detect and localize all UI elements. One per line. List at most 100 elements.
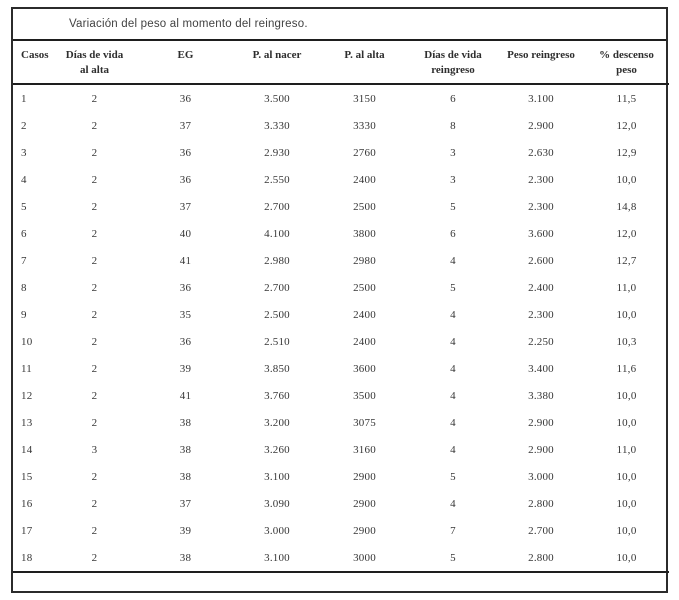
table-row: 1 2 36 3.500 3150 6 3.100 11,5 bbox=[13, 84, 669, 112]
table-cell: 38 bbox=[179, 416, 192, 429]
table-cell: 11,6 bbox=[616, 362, 637, 375]
column-header: Peso reingreso bbox=[498, 41, 584, 85]
table-cell: 5 bbox=[21, 200, 27, 213]
table-cell: 2.250 bbox=[528, 335, 554, 348]
table-cell: 4 bbox=[450, 362, 456, 375]
table-cell: 16 bbox=[21, 497, 33, 510]
table-cell: 12,0 bbox=[616, 119, 637, 132]
table-cell: 2.300 bbox=[528, 173, 554, 186]
table-cell: 10 bbox=[21, 335, 33, 348]
table-cell: 2 bbox=[91, 200, 98, 213]
table-cell: 3.100 bbox=[528, 92, 554, 105]
table-cell: 2 bbox=[51, 544, 138, 573]
table-cell: 3 bbox=[91, 443, 98, 456]
table-cell: 2.400 bbox=[528, 281, 554, 294]
table-cell: 36 bbox=[179, 335, 192, 348]
table-cell: 2 bbox=[91, 173, 98, 186]
column-header: P. al alta bbox=[321, 41, 408, 85]
table-cell: 38 bbox=[179, 470, 192, 483]
table-cell: 2.980 bbox=[264, 254, 290, 267]
column-header: Casos bbox=[13, 41, 51, 85]
table-cell: 2 bbox=[91, 281, 98, 294]
table-cell: 36 bbox=[179, 173, 192, 186]
table-cell: 2.700 bbox=[264, 281, 290, 294]
table-cell: 2.630 bbox=[528, 146, 554, 159]
table-cell: 12 bbox=[21, 389, 33, 402]
table-frame: Variación del peso al momento del reingr… bbox=[11, 7, 669, 593]
table-cell: 3.330 bbox=[264, 119, 290, 132]
table-cell: 2 bbox=[91, 308, 98, 321]
table-cell: 3.200 bbox=[264, 416, 290, 429]
table-title: Variación del peso al momento del reingr… bbox=[13, 9, 666, 41]
table-cell: 2760 bbox=[353, 146, 376, 159]
table-cell: 3600 bbox=[353, 362, 376, 375]
table-cell: 6 bbox=[450, 227, 456, 240]
table-cell: 3.600 bbox=[528, 227, 554, 240]
table-cell: 5 bbox=[450, 470, 456, 483]
table-row: 2 2 37 3.330 3330 8 2.900 12,0 bbox=[13, 112, 669, 139]
table-cell: 10,0 bbox=[616, 416, 637, 429]
table-cell: 3 bbox=[450, 173, 456, 186]
table-cell: 2.900 bbox=[528, 443, 554, 456]
table-cell: 2.600 bbox=[528, 254, 554, 267]
table-cell: 3330 bbox=[353, 119, 376, 132]
table-cell: 1 bbox=[21, 92, 27, 105]
table-cell: 7 bbox=[450, 524, 456, 537]
table-row: 13 2 38 3.200 3075 4 2.900 10,0 bbox=[13, 409, 669, 436]
table-cell: 13 bbox=[21, 416, 33, 429]
table-cell: 14 bbox=[21, 443, 33, 456]
table-row: 17 2 39 3.000 2900 7 2.700 10,0 bbox=[13, 517, 669, 544]
table-cell: 2400 bbox=[353, 335, 376, 348]
table-row: 14 3 38 3.260 3160 4 2.900 11,0 bbox=[13, 436, 669, 463]
data-table: Casos Días de vida al alta EG P. al nacer P.… bbox=[13, 41, 669, 573]
table-cell: 5 bbox=[408, 544, 498, 573]
table-row: 9 2 35 2.500 2400 4 2.300 10,0 bbox=[13, 301, 669, 328]
table-cell: 2.900 bbox=[528, 416, 554, 429]
table-cell: 36 bbox=[179, 92, 192, 105]
table-row: 15 2 38 3.100 2900 5 3.000 10,0 bbox=[13, 463, 669, 490]
table-row: 11 2 39 3.850 3600 4 3.400 11,6 bbox=[13, 355, 669, 382]
table-cell: 6 bbox=[21, 227, 27, 240]
table-cell: 4 bbox=[450, 416, 456, 429]
table-cell: 2 bbox=[91, 362, 98, 375]
table-cell: 3 bbox=[21, 146, 27, 159]
table-cell: 37 bbox=[179, 200, 192, 213]
table-cell: 2 bbox=[21, 119, 27, 132]
table-cell: 8 bbox=[21, 281, 27, 294]
header-row: Casos Días de vida al alta EG P. al nacer P.… bbox=[13, 41, 669, 85]
table-cell: 2.300 bbox=[528, 200, 554, 213]
table-cell: 2500 bbox=[353, 200, 376, 213]
table-row: 7 2 41 2.980 2980 4 2.600 12,7 bbox=[13, 247, 669, 274]
table-cell: 2.510 bbox=[264, 335, 290, 348]
table-cell: 38 bbox=[179, 443, 192, 456]
table-row: 10 2 36 2.510 2400 4 2.250 10,3 bbox=[13, 328, 669, 355]
table-cell: 10,0 bbox=[616, 308, 637, 321]
table-cell: 4.100 bbox=[264, 227, 290, 240]
table-cell: 3.090 bbox=[264, 497, 290, 510]
table-cell: 36 bbox=[179, 146, 192, 159]
table-cell: 4 bbox=[21, 173, 27, 186]
table-cell: 2.800 bbox=[528, 497, 554, 510]
table-cell: 3000 bbox=[321, 544, 408, 573]
column-header: % descenso peso bbox=[584, 41, 669, 85]
table-cell: 2 bbox=[91, 497, 98, 510]
table-cell: 2.700 bbox=[264, 200, 290, 213]
table-cell: 3 bbox=[450, 146, 456, 159]
table-cell: 10,3 bbox=[616, 335, 637, 348]
table-cell: 2 bbox=[91, 470, 98, 483]
table-cell: 11,0 bbox=[616, 281, 637, 294]
table-cell: 2 bbox=[91, 119, 98, 132]
table-cell: 2900 bbox=[353, 497, 376, 510]
table-row: 12 2 41 3.760 3500 4 3.380 10,0 bbox=[13, 382, 669, 409]
table-cell: 17 bbox=[21, 524, 33, 537]
table-cell: 2 bbox=[91, 389, 98, 402]
table-cell: 3.400 bbox=[528, 362, 554, 375]
table-cell: 14,8 bbox=[616, 200, 637, 213]
table-cell: 39 bbox=[179, 362, 192, 375]
table-cell: 4 bbox=[450, 389, 456, 402]
table-cell: 12,9 bbox=[616, 146, 637, 159]
table-cell: 10,0 bbox=[616, 524, 637, 537]
table-cell: 5 bbox=[450, 281, 456, 294]
table-cell: 3800 bbox=[353, 227, 376, 240]
